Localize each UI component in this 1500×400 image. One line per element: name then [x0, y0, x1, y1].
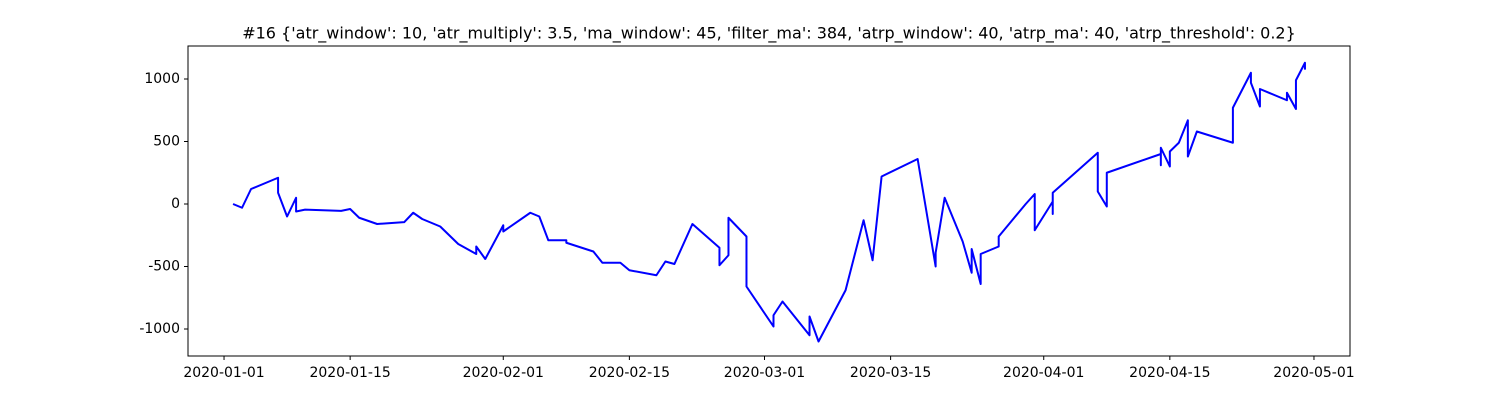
x-tick-label: 2020-04-01 [1003, 365, 1084, 381]
x-tick-label: 2020-02-15 [589, 365, 670, 381]
y-tick-label: 0 [171, 196, 180, 212]
x-tick-label: 2020-04-15 [1129, 365, 1210, 381]
plot-frame [187, 45, 1351, 357]
x-tick-label: 2020-03-01 [724, 365, 805, 381]
y-tick-label: 500 [153, 134, 180, 150]
y-tick-label: -1000 [139, 321, 180, 337]
y-tick-label: 1000 [144, 71, 180, 87]
y-tick-label: -500 [148, 259, 180, 275]
x-tick-label: 2020-03-15 [850, 365, 931, 381]
x-tick-label: 2020-01-01 [183, 365, 264, 381]
chart-title: #16 {'atr_window': 10, 'atr_multiply': 3… [242, 24, 1296, 44]
line [232, 61, 1306, 343]
x-tick-label: 2020-02-01 [463, 365, 544, 381]
x-tick-label: 2020-01-15 [309, 365, 390, 381]
x-tick-label: 2020-05-01 [1273, 365, 1354, 381]
